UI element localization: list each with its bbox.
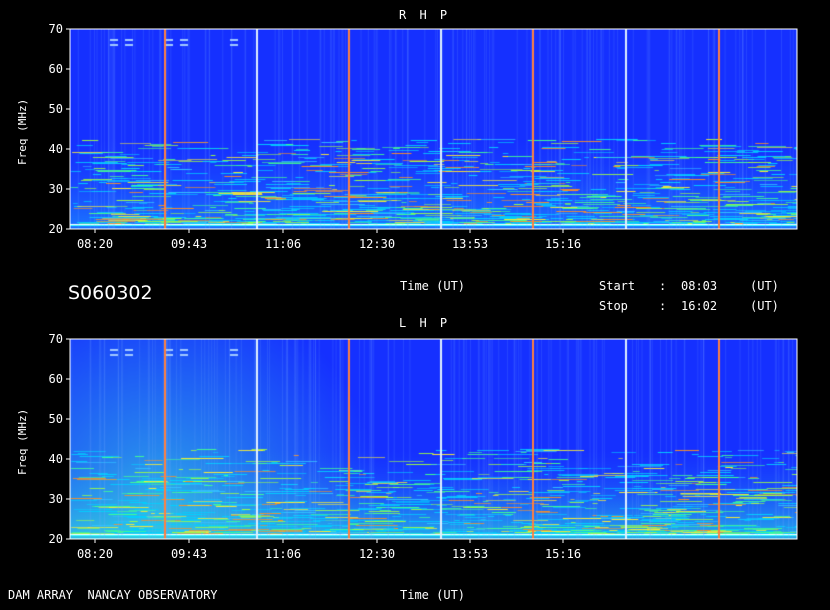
stop-label: Stop [599,299,628,313]
x-tick-label: 15:16 [545,237,581,251]
y-tick-label: 20 [49,222,63,236]
stop-value: 16:02 [681,299,718,313]
y-tick-label: 40 [49,452,63,466]
x-tick-label: 08:20 [77,547,113,561]
lhp-spectrogram [70,339,797,539]
y-tick-label: 30 [49,492,63,506]
x-tick-label: 09:43 [171,547,207,561]
y-tick-label: 50 [49,102,63,116]
y-tick-label: 60 [49,372,63,386]
y-tick-label: 30 [49,182,63,196]
x-tick-label: 09:43 [171,237,207,251]
stop-unit: (UT) [750,299,779,313]
footer-observatory: DAM ARRAY NANCAY OBSERVATORY [8,588,218,602]
y-tick-label: 20 [49,532,63,546]
x-tick-label: 13:53 [452,547,488,561]
lhp-title: L H P [399,316,451,330]
x-tick-label: 15:16 [545,547,581,561]
start-label: Start [599,279,636,293]
start-value: 08:03 [681,279,718,293]
stop-sep: : [659,299,667,313]
plot-frame [69,28,798,230]
y-tick-label: 50 [49,412,63,426]
y-tick-label: 70 [49,332,63,346]
observation-id: S060302 [68,282,153,304]
x-tick-label: 12:30 [359,237,395,251]
x-tick-label: 13:53 [452,237,488,251]
rhp-time-label: Time (UT) [400,279,466,293]
start-sep: : [659,279,667,293]
x-tick-label: 11:06 [265,547,301,561]
plot-frame [69,338,798,540]
y-tick-label: 70 [49,22,63,36]
start-unit: (UT) [750,279,779,293]
rhp-title: R H P [399,8,451,22]
x-tick-label: 08:20 [77,237,113,251]
y-tick-label: 40 [49,142,63,156]
x-tick-label: 11:06 [265,237,301,251]
x-tick-label: 12:30 [359,547,395,561]
y-tick-label: 60 [49,62,63,76]
rhp-spectrogram [70,29,797,229]
lhp-time-label: Time (UT) [400,588,466,602]
